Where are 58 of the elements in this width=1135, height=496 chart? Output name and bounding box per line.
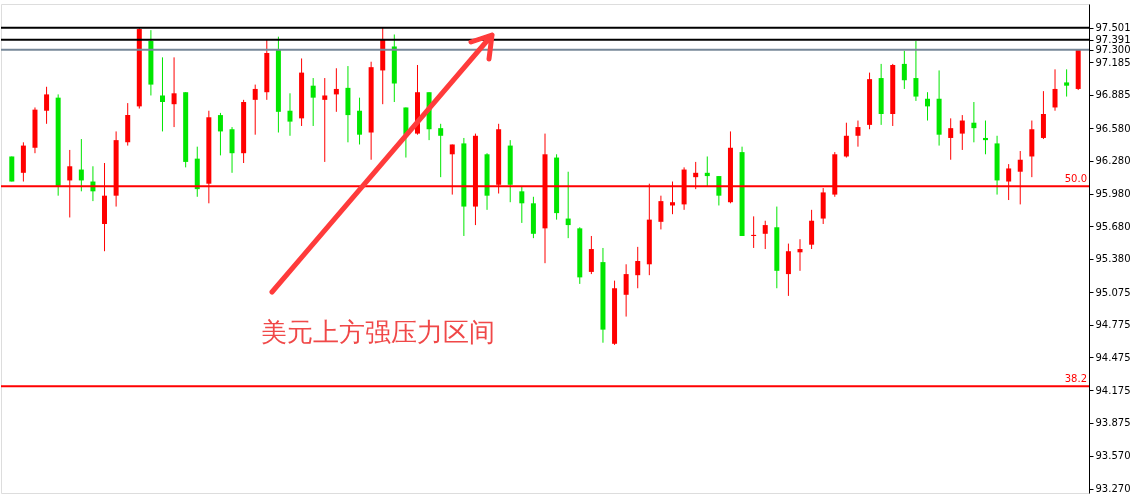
y-tick-label: 95.980: [1095, 188, 1131, 199]
candlestick: [287, 92, 293, 137]
candlestick: [959, 114, 965, 151]
y-tick-label: 93.875: [1095, 417, 1131, 429]
candlestick: [982, 120, 988, 155]
candlestick: [948, 117, 954, 161]
candlestick: [44, 86, 50, 125]
y-tick-label: 95.680: [1095, 220, 1131, 232]
candlestick: [843, 122, 849, 159]
candlestick: [78, 138, 84, 192]
candlestick: [623, 263, 629, 318]
y-tick-label: 93.570: [1095, 450, 1131, 462]
candlestick: [217, 112, 223, 156]
y-tick-label: 97.501: [1095, 22, 1131, 34]
candlestick: [159, 56, 165, 132]
candlestick: [855, 120, 861, 148]
annotation: 美元上方强压力区间: [261, 317, 495, 347]
candlestick: [310, 77, 316, 127]
y-tick-label: 95.380: [1095, 253, 1131, 265]
candlestick: [1040, 90, 1046, 140]
candlestick: [588, 235, 594, 275]
candlestick: [785, 243, 791, 297]
candlestick: [1064, 68, 1070, 98]
y-tick-label: 96.280: [1095, 155, 1131, 167]
y-tick-label: 94.175: [1095, 384, 1131, 396]
candlestick: [635, 246, 641, 289]
annotation: 38.2: [1064, 373, 1087, 385]
candlestick: [913, 40, 919, 102]
y-tick-label: 95.075: [1095, 286, 1131, 298]
y-tick-label: 96.580: [1095, 122, 1131, 134]
y-tick-label: 93.270: [1095, 483, 1131, 495]
y-tick-label: 94.775: [1095, 319, 1131, 331]
y-tick-label: 97.391: [1095, 34, 1131, 46]
annotation: 50.0: [1064, 173, 1087, 185]
candlestick: [751, 215, 757, 249]
candlestick: [333, 67, 339, 113]
candlestick: [901, 50, 907, 90]
candlestick: [229, 126, 235, 174]
candlestick: [925, 91, 931, 122]
y-tick-label: 94.475: [1095, 351, 1131, 363]
y-tick-label: 97.185: [1095, 56, 1131, 68]
y-tick-label: 97.300: [1095, 44, 1131, 56]
y-tick-label: 96.885: [1095, 89, 1131, 101]
candlestick: [252, 84, 258, 136]
candlestick: [438, 123, 444, 178]
candlestick: [1052, 68, 1058, 112]
candlestick: [322, 77, 328, 163]
candlestick: [704, 155, 710, 188]
candlestick: [797, 238, 803, 272]
candlestick: [171, 56, 177, 128]
candlestick: [658, 195, 664, 230]
candlestick: [565, 171, 571, 239]
candlestick: [519, 186, 525, 224]
candlestick: [716, 175, 722, 206]
candlestick: [762, 220, 768, 250]
candlestick: [971, 101, 977, 143]
candlestick: [809, 209, 815, 250]
candlestick: [357, 97, 363, 145]
